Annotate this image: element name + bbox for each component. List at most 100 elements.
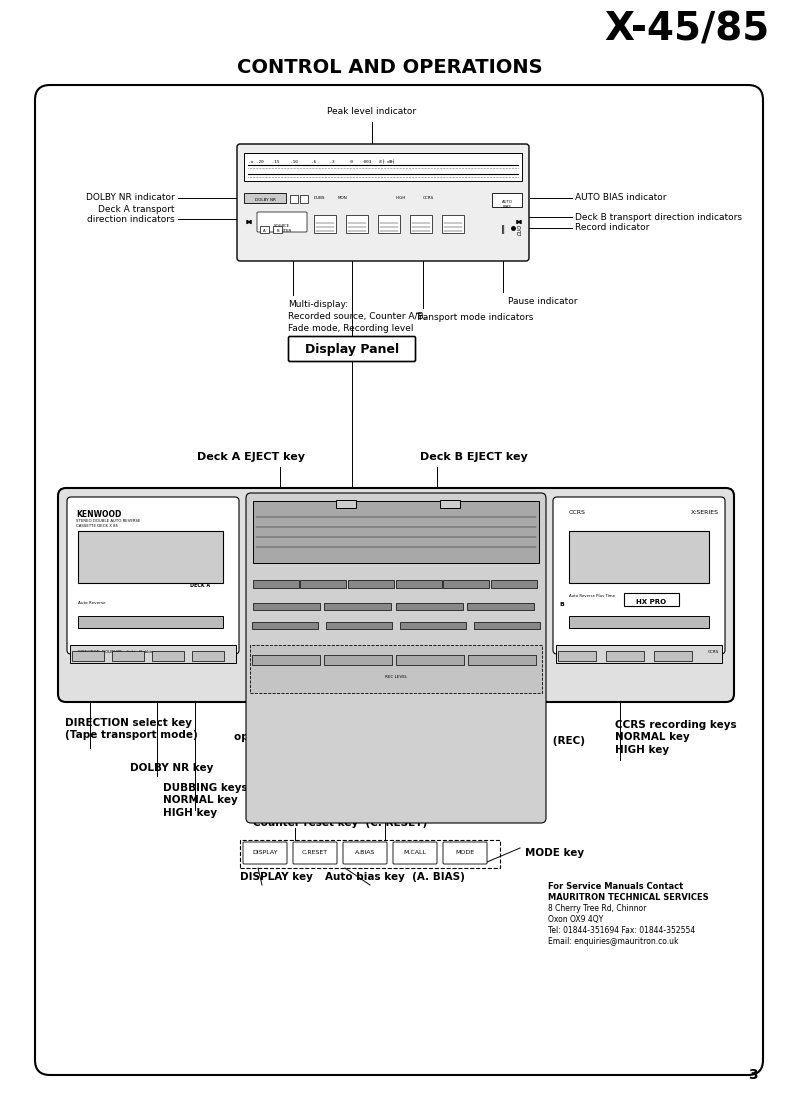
Text: CCRS: CCRS [569,510,586,515]
Bar [474,622,540,629]
Text: B: B [559,602,564,607]
Text: DIRECTION  DOLBY NR    light   Dubbing: DIRECTION DOLBY NR light Dubbing [78,650,156,654]
Bar [336,500,356,508]
Text: Auto bias key  (A. BIAS): Auto bias key (A. BIAS) [325,872,465,882]
Text: AUTO BIAS indicator: AUTO BIAS indicator [575,193,666,203]
Text: Auto Reverse: Auto Reverse [78,601,106,606]
Bar [244,153,522,181]
Bar [396,580,442,588]
Bar [400,622,466,629]
Bar [253,580,299,588]
Text: HX PRO: HX PRO [636,599,666,606]
Bar [346,215,368,233]
Text: CCRS: CCRS [423,196,434,200]
Text: AUTO
BIAS: AUTO BIAS [502,200,513,208]
Bar [252,655,320,665]
FancyBboxPatch shape [293,842,337,864]
Text: Pause key: Pause key [480,760,539,770]
FancyBboxPatch shape [443,842,487,864]
Text: Oxon OX9 4QY: Oxon OX9 4QY [548,915,603,924]
FancyBboxPatch shape [553,497,725,654]
Text: DOLBY NR: DOLBY NR [254,199,275,202]
Bar [442,215,464,233]
Text: DUBBING keys
NORMAL key
HIGH key: DUBBING keys NORMAL key HIGH key [163,783,248,817]
Bar [396,603,463,610]
Text: -∞ -20   -15    -10     -6     -3      0    003   8├ dB┤: -∞ -20 -15 -10 -6 -3 0 003 8├ dB┤ [248,159,395,163]
Bar [326,622,392,629]
Text: Record key  (REC): Record key (REC) [480,736,585,746]
Bar [558,651,596,661]
Text: SOURCE
COUNTER: SOURCE COUNTER [273,224,291,233]
Text: A: A [263,229,266,233]
Text: DECK A: DECK A [190,583,210,588]
Bar [467,603,534,610]
Bar [253,501,539,563]
Text: Deck A EJECT key: Deck A EJECT key [197,452,305,462]
FancyBboxPatch shape [289,336,415,362]
Text: X:SERIES: X:SERIES [691,510,719,515]
Text: DISPLAY: DISPLAY [252,850,278,856]
Bar [314,215,336,233]
Text: Memory call key  (M. CALL): Memory call key (M. CALL) [305,804,465,814]
Bar [112,651,144,661]
Text: CCRS recording keys
NORMAL key
HIGH key: CCRS recording keys NORMAL key HIGH key [615,720,737,754]
Text: DUO: DUO [518,224,522,235]
Text: CONTROL AND OPERATIONS: CONTROL AND OPERATIONS [237,58,543,77]
Bar [410,215,432,233]
Text: HIGH: HIGH [396,196,406,200]
Bar [324,603,391,610]
Bar [250,645,542,693]
Text: Auto Reverse Plus Time: Auto Reverse Plus Time [569,595,615,598]
Text: CCRS: CCRS [708,650,719,654]
Bar [440,500,460,508]
FancyBboxPatch shape [67,497,239,654]
Text: Tel: 01844-351694 Fax: 01844-352554: Tel: 01844-351694 Fax: 01844-352554 [548,927,695,935]
Bar [556,645,722,663]
Bar [252,622,318,629]
Text: Deck A transport: Deck A transport [98,205,175,214]
Text: Record indicator: Record indicator [575,224,650,233]
Bar [396,655,464,665]
Bar [70,645,236,663]
Bar [654,651,692,661]
Text: 3: 3 [748,1068,758,1082]
Text: M.CALL: M.CALL [403,850,426,856]
Bar [253,603,320,610]
Bar [324,655,392,665]
Text: Deck B transport direction indicators: Deck B transport direction indicators [575,213,742,222]
Text: A.BIAS: A.BIAS [355,850,375,856]
Text: B: B [276,229,279,233]
Bar [443,580,489,588]
Bar [569,615,709,628]
Text: Counter reset key  (C. RESET): Counter reset key (C. RESET) [253,818,427,828]
FancyBboxPatch shape [58,488,734,702]
Bar [240,840,500,868]
Bar [192,651,224,661]
Text: MAURITRON TECHNICAL SERVICES: MAURITRON TECHNICAL SERVICES [548,893,709,902]
Bar [492,193,522,207]
FancyBboxPatch shape [35,85,763,1075]
Text: DISPLAY key: DISPLAY key [239,872,313,882]
Bar [72,651,104,661]
Text: REC LEVEL up/down keys: REC LEVEL up/down keys [252,762,398,772]
Bar [152,651,184,661]
Bar [468,655,536,665]
Bar [244,193,286,203]
Text: Display Panel: Display Panel [305,343,399,355]
Bar [300,195,308,203]
Text: direction indicators: direction indicators [87,215,175,224]
Bar [78,615,223,628]
FancyBboxPatch shape [237,144,529,261]
Text: Pause indicator: Pause indicator [508,297,578,306]
Text: For Service Manuals Contact: For Service Manuals Contact [548,882,683,891]
Text: DOLBY NR key: DOLBY NR key [130,763,214,773]
Text: Transport mode indicators: Transport mode indicators [415,313,534,322]
Text: MODE: MODE [455,850,474,856]
Text: MODE key: MODE key [525,848,584,858]
Text: C.RESET: C.RESET [302,850,328,856]
Text: Peak level indicator: Peak level indicator [327,107,417,116]
Bar [491,580,537,588]
Text: DIRECTION select key
(Tape transport mode): DIRECTION select key (Tape transport mod… [65,718,198,740]
Text: ‖: ‖ [501,225,505,234]
Text: 8 Cherry Tree Rd, Chinnor: 8 Cherry Tree Rd, Chinnor [548,904,646,913]
